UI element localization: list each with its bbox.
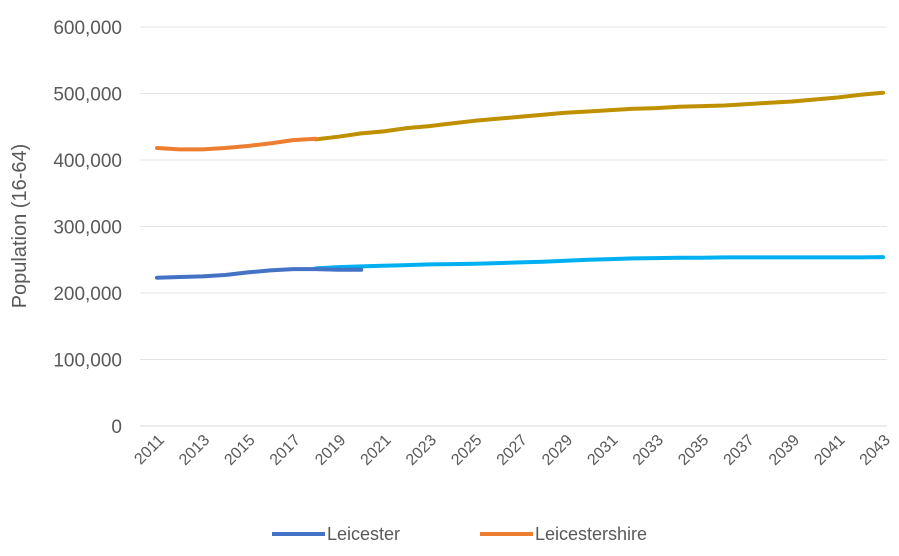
x-tick-label: 2033 [630,432,667,469]
x-tick-label: 2043 [857,432,894,469]
x-tick-label: 2013 [176,432,213,469]
y-tick-label: 300,000 [53,218,122,239]
series-line [313,255,885,271]
x-tick-label: 2031 [584,432,621,469]
series-line [155,267,364,280]
series-line [155,136,318,152]
legend-label: Leicester [327,524,400,544]
legend-label: Leicestershire [535,524,647,544]
x-tick-label: 2029 [539,432,576,469]
x-tick-label: 2017 [267,432,304,469]
x-axis-ticks: 2011 2013 2015 2017 2019 2021 2023 2025 2027 2029… [131,432,893,469]
y-axis-label: Population (16-64) [9,144,31,309]
y-tick-label: 500,000 [53,85,122,106]
x-tick-label: 2037 [721,432,758,469]
x-tick-label: 2015 [221,432,258,469]
x-tick-label: 2041 [811,432,848,469]
series-line [313,90,885,142]
y-tick-label: 400,000 [53,151,122,172]
x-tick-label: 2025 [448,432,485,469]
series-lines [155,90,885,280]
x-tick-label: 2039 [766,432,803,469]
x-tick-label: 2021 [358,432,395,469]
y-tick-label: 200,000 [53,284,122,305]
y-tick-label: 600,000 [53,18,122,39]
y-tick-label: 0 [111,417,122,438]
x-tick-label: 2019 [312,432,349,469]
x-tick-label: 2023 [403,432,440,469]
y-axis-ticks: 0 100,000 200,000 300,000 400,000 500,000 600,… [53,18,122,438]
y-tick-label: 100,000 [53,351,122,372]
x-tick-label: 2027 [494,432,531,469]
x-tick-label: 2011 [131,432,167,468]
legend: Leicester Leicestershire [272,524,647,544]
gridlines [140,26,887,427]
x-tick-label: 2035 [675,432,712,469]
